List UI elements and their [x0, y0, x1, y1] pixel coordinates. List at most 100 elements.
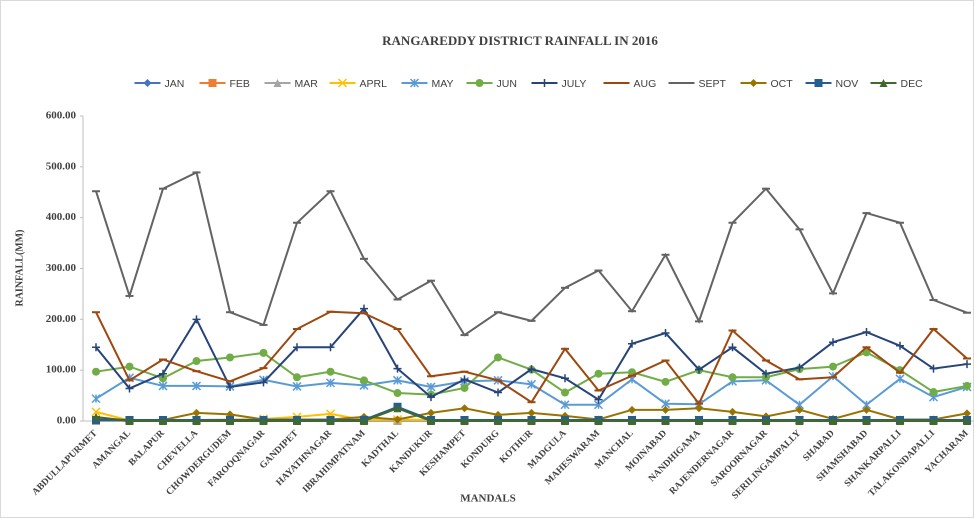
legend-marker	[879, 79, 888, 87]
marker	[460, 375, 469, 384]
marker	[661, 405, 670, 414]
marker	[326, 343, 335, 352]
marker	[159, 417, 167, 425]
legend-marker	[143, 79, 152, 87]
chart-title: RANGAREDDY DISTRICT RAINFALL IN 2016	[382, 33, 658, 48]
marker	[460, 383, 469, 392]
y-tick-label: 100.00	[46, 364, 77, 376]
marker	[661, 377, 670, 386]
marker	[393, 389, 402, 398]
marker	[426, 382, 436, 392]
marker	[360, 304, 368, 313]
marker	[92, 412, 100, 421]
marker	[259, 378, 268, 387]
legend-label: NOV	[836, 78, 859, 90]
marker	[125, 362, 134, 371]
marker	[728, 417, 737, 425]
legend-marker	[814, 79, 823, 87]
marker	[829, 417, 837, 425]
marker	[91, 407, 101, 417]
marker	[427, 408, 435, 417]
marker	[293, 417, 301, 425]
legend-marker	[749, 79, 758, 87]
marker	[293, 343, 301, 352]
marker	[594, 395, 603, 404]
series	[92, 170, 971, 337]
y-tick-label: 600.00	[46, 110, 77, 122]
marker	[829, 338, 837, 347]
marker	[560, 400, 570, 410]
marker	[862, 328, 871, 337]
marker	[259, 348, 268, 357]
marker	[192, 357, 201, 366]
legend-marker	[409, 78, 420, 88]
marker	[628, 339, 636, 348]
marker	[526, 379, 537, 389]
marker	[226, 382, 234, 391]
marker	[125, 384, 134, 393]
legend-label: SEPT	[699, 78, 727, 90]
marker	[561, 374, 569, 383]
marker	[762, 369, 770, 378]
marker	[963, 417, 971, 425]
marker	[91, 394, 101, 404]
marker	[460, 404, 469, 413]
series	[92, 310, 971, 406]
marker	[896, 417, 904, 425]
marker	[92, 367, 100, 376]
marker	[963, 360, 971, 369]
marker	[795, 417, 804, 425]
legend-marker	[208, 79, 217, 87]
marker	[728, 407, 737, 416]
marker	[326, 417, 335, 425]
y-tick-label: 500.00	[46, 160, 77, 172]
marker	[192, 315, 201, 324]
marker	[427, 393, 435, 402]
y-tick-label: 0.00	[57, 415, 77, 427]
marker	[427, 417, 435, 425]
marker	[695, 404, 703, 413]
x-axis-label: MANDALS	[460, 493, 516, 505]
marker	[628, 417, 636, 425]
marker	[192, 408, 201, 417]
marker	[292, 381, 302, 391]
marker	[192, 417, 201, 425]
marker	[795, 405, 804, 414]
marker	[728, 373, 737, 382]
legend-marker	[540, 79, 549, 87]
marker	[628, 405, 636, 414]
marker	[527, 408, 536, 417]
legend-label: FEB	[230, 78, 250, 90]
marker	[92, 343, 100, 352]
marker	[527, 365, 536, 374]
marker	[795, 363, 804, 372]
marker	[325, 378, 336, 388]
marker	[862, 417, 871, 425]
y-tick-label: 300.00	[46, 262, 77, 274]
marker	[226, 353, 234, 362]
marker	[226, 417, 234, 425]
marker	[561, 388, 569, 397]
legend-label: MAR	[295, 78, 319, 90]
marker	[829, 362, 837, 371]
marker	[191, 381, 202, 391]
marker	[929, 417, 938, 425]
marker	[392, 375, 403, 385]
marker	[393, 404, 402, 413]
marker	[661, 417, 670, 425]
legend-label: JULY	[562, 78, 587, 90]
marker	[594, 369, 603, 378]
marker	[293, 373, 301, 382]
marker	[929, 364, 938, 373]
marker	[158, 381, 168, 391]
legend-label: OCT	[771, 78, 794, 90]
legend-label: DEC	[901, 78, 924, 90]
marker	[527, 417, 536, 425]
marker	[895, 374, 905, 384]
marker	[326, 367, 335, 376]
marker	[494, 417, 502, 425]
legend-marker	[475, 79, 484, 87]
marker	[661, 329, 670, 338]
marker	[695, 365, 703, 374]
